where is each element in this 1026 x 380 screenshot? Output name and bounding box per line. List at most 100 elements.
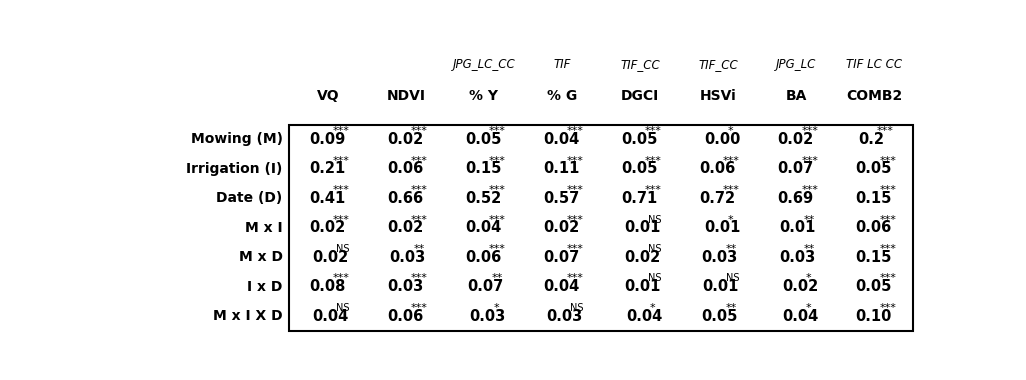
Text: ***: ***: [411, 185, 428, 195]
Text: NS: NS: [648, 244, 662, 254]
Text: % Y: % Y: [470, 89, 499, 103]
Text: ***: ***: [567, 156, 584, 166]
Text: **: **: [725, 244, 737, 254]
Text: ***: ***: [879, 303, 896, 313]
Text: 0.15: 0.15: [856, 191, 892, 206]
Text: **: **: [491, 274, 503, 283]
Text: 0.01: 0.01: [624, 220, 661, 235]
Text: 0.05: 0.05: [621, 132, 658, 147]
Text: **: **: [413, 244, 425, 254]
Text: ***: ***: [489, 156, 506, 166]
Text: ***: ***: [411, 274, 428, 283]
Text: 0.06: 0.06: [387, 309, 424, 324]
Text: ***: ***: [879, 244, 896, 254]
Text: NS: NS: [726, 274, 740, 283]
Text: ***: ***: [723, 185, 740, 195]
Text: M x I: M x I: [245, 221, 282, 235]
Text: 0.04: 0.04: [465, 220, 502, 235]
Text: *: *: [727, 126, 734, 136]
Text: ***: ***: [333, 274, 350, 283]
Text: 0.03: 0.03: [470, 309, 506, 324]
Text: 0.01: 0.01: [704, 220, 740, 235]
Text: ***: ***: [801, 156, 818, 166]
Text: 0.57: 0.57: [543, 191, 580, 206]
Text: ***: ***: [567, 185, 584, 195]
Text: DGCI: DGCI: [621, 89, 659, 103]
Text: 0.03: 0.03: [387, 279, 424, 294]
Text: NS: NS: [648, 274, 662, 283]
Text: 0.02: 0.02: [309, 220, 346, 235]
Text: JPG_LC_CC: JPG_LC_CC: [452, 58, 515, 71]
Text: HSVi: HSVi: [700, 89, 737, 103]
Text: COMB2: COMB2: [845, 89, 902, 103]
Text: 0.66: 0.66: [387, 191, 424, 206]
Text: % G: % G: [547, 89, 577, 103]
Text: NS: NS: [648, 215, 662, 225]
Text: *: *: [805, 274, 812, 283]
Text: 0.08: 0.08: [309, 279, 346, 294]
Text: NS: NS: [569, 303, 584, 313]
Text: **: **: [725, 303, 737, 313]
Text: 0.2: 0.2: [859, 132, 884, 147]
Text: 0.06: 0.06: [700, 161, 736, 176]
Text: 0.09: 0.09: [309, 132, 346, 147]
Bar: [289, 125, 913, 331]
Text: 0.05: 0.05: [856, 279, 892, 294]
Text: ***: ***: [723, 156, 740, 166]
Text: 0.07: 0.07: [778, 161, 814, 176]
Text: ***: ***: [333, 185, 350, 195]
Text: ***: ***: [489, 215, 506, 225]
Text: ***: ***: [801, 185, 818, 195]
Text: ***: ***: [489, 185, 506, 195]
Text: 0.04: 0.04: [782, 309, 818, 324]
Text: 0.04: 0.04: [626, 309, 662, 324]
Text: ***: ***: [876, 126, 893, 136]
Text: 0.05: 0.05: [621, 161, 658, 176]
Text: 0.15: 0.15: [856, 250, 892, 265]
Text: ***: ***: [879, 156, 896, 166]
Text: M x D: M x D: [238, 250, 282, 264]
Text: ***: ***: [489, 126, 506, 136]
Text: 0.02: 0.02: [312, 250, 348, 265]
Text: **: **: [803, 215, 815, 225]
Text: ***: ***: [879, 185, 896, 195]
Text: 0.03: 0.03: [390, 250, 426, 265]
Text: Irrigation (I): Irrigation (I): [186, 162, 282, 176]
Text: 0.04: 0.04: [312, 309, 348, 324]
Text: 0.01: 0.01: [702, 279, 739, 294]
Text: 0.03: 0.03: [546, 309, 583, 324]
Text: *: *: [649, 303, 656, 313]
Text: 0.03: 0.03: [702, 250, 738, 265]
Text: TIF: TIF: [553, 58, 570, 71]
Text: 0.04: 0.04: [543, 279, 580, 294]
Text: ***: ***: [489, 244, 506, 254]
Text: ***: ***: [567, 244, 584, 254]
Text: JPG_LC: JPG_LC: [776, 58, 817, 71]
Text: 0.00: 0.00: [704, 132, 740, 147]
Text: ***: ***: [411, 303, 428, 313]
Text: ***: ***: [333, 156, 350, 166]
Text: 0.02: 0.02: [543, 220, 580, 235]
Text: ***: ***: [567, 126, 584, 136]
Text: TIF LC CC: TIF LC CC: [846, 58, 902, 71]
Text: Mowing (M): Mowing (M): [191, 132, 282, 146]
Text: ***: ***: [411, 215, 428, 225]
Text: I x D: I x D: [247, 280, 282, 294]
Text: NS: NS: [336, 244, 349, 254]
Text: 0.71: 0.71: [621, 191, 658, 206]
Text: ***: ***: [567, 215, 584, 225]
Text: 0.01: 0.01: [780, 220, 816, 235]
Text: ***: ***: [645, 126, 662, 136]
Text: 0.41: 0.41: [309, 191, 346, 206]
Text: 0.72: 0.72: [700, 191, 736, 206]
Text: ***: ***: [879, 274, 896, 283]
Text: *: *: [805, 303, 812, 313]
Text: ***: ***: [411, 126, 428, 136]
Text: 0.10: 0.10: [856, 309, 892, 324]
Text: *: *: [727, 215, 734, 225]
Text: TIF_CC: TIF_CC: [698, 58, 738, 71]
Text: 0.07: 0.07: [543, 250, 580, 265]
Text: BA: BA: [785, 89, 806, 103]
Text: 0.05: 0.05: [856, 161, 892, 176]
Text: 0.21: 0.21: [309, 161, 346, 176]
